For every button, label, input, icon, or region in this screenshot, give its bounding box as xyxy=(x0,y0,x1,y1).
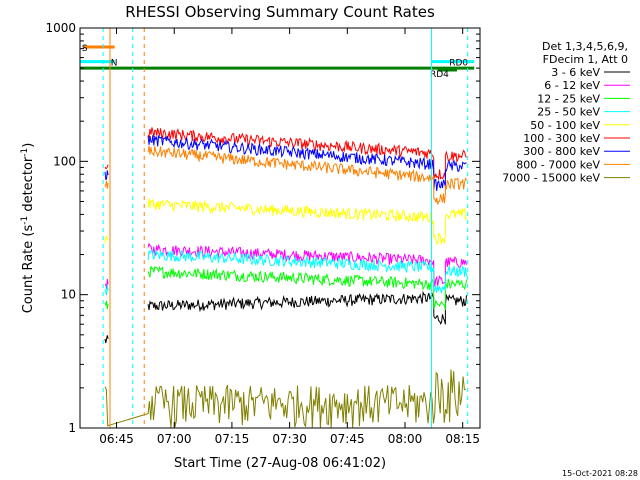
axes: 06:45 07:00 07:15 07:30 07:45 08:00 08:15 1 10 10… xyxy=(45,21,481,446)
series-line xyxy=(104,369,466,428)
rd4-label: RD4 xyxy=(430,70,449,80)
series-line xyxy=(147,145,467,205)
legend-label: 50 - 100 keV xyxy=(530,119,600,132)
series-line xyxy=(147,198,467,246)
series-line xyxy=(147,248,468,294)
series-line-pre xyxy=(104,170,109,181)
series-300-800-kev xyxy=(104,135,467,192)
legend-header-1: Det 1,3,4,5,6,9, xyxy=(542,40,628,53)
legend: Det 1,3,4,5,6,9,FDecim 1, Att 03 - 6 keV… xyxy=(502,40,630,185)
y-tick-label: 1000 xyxy=(45,21,76,35)
x-tick-label: 07:00 xyxy=(157,432,192,446)
x-tick-label: 06:45 xyxy=(99,432,134,446)
series-100-300-kev xyxy=(104,127,467,181)
timestamp: 15-Oct-2021 08:28 xyxy=(562,469,638,478)
x-tick-label: 08:15 xyxy=(445,432,480,446)
legend-label: 25 - 50 keV xyxy=(537,106,600,119)
series-3-6-kev xyxy=(104,290,468,344)
legend-label: 7000 - 15000 keV xyxy=(502,172,600,185)
series-line xyxy=(147,265,468,310)
series-line-pre xyxy=(104,164,109,169)
y-axis-label: Count Rate (s-1 detector-1) xyxy=(20,143,36,314)
legend-label: 6 - 12 keV xyxy=(544,79,600,92)
legend-label: 12 - 25 keV xyxy=(537,92,600,105)
y-axis-label-main: Count Rate (s xyxy=(21,225,36,314)
saa-label: S xyxy=(82,44,88,54)
y-tick-label: 10 xyxy=(61,288,76,302)
series-line-pre xyxy=(104,300,109,310)
y-axis-label-end: ) xyxy=(21,143,36,148)
plot-area xyxy=(104,127,468,428)
x-tick-label: 07:30 xyxy=(272,432,307,446)
y-axis-label-sup1: -1 xyxy=(20,216,30,225)
series-50-100-kev xyxy=(104,198,467,246)
plot-frame xyxy=(79,27,481,429)
y-tick-label: 1 xyxy=(68,421,76,435)
series-7000-15000-kev xyxy=(104,369,466,428)
legend-label: 800 - 7000 keV xyxy=(516,158,600,171)
y-axis-label-mid: detector xyxy=(21,156,36,216)
legend-label: 100 - 300 keV xyxy=(523,132,600,145)
series-line-pre xyxy=(104,235,109,244)
x-tick-label: 07:15 xyxy=(215,432,250,446)
series-line-pre xyxy=(104,335,109,344)
x-axis-label: Start Time (27-Aug-08 06:41:02) xyxy=(174,456,386,471)
series-line xyxy=(147,127,467,181)
y-axis-label-sup2: -1 xyxy=(20,148,30,157)
rd0-label: RD0 xyxy=(449,59,468,69)
series-800-7000-kev xyxy=(104,145,467,205)
x-tick-label: 07:45 xyxy=(330,432,365,446)
chart-title: RHESSI Observing Summary Count Rates xyxy=(125,3,435,21)
series-line-pre xyxy=(104,180,109,189)
x-tick-label: 08:00 xyxy=(388,432,423,446)
series-25-50-kev xyxy=(104,248,468,296)
night-label: N xyxy=(111,59,118,69)
series-line-pre xyxy=(104,284,109,296)
series-line xyxy=(147,242,468,287)
legend-label: 3 - 6 keV xyxy=(551,66,600,79)
series-line xyxy=(147,290,468,325)
legend-header-2: FDecim 1, Att 0 xyxy=(543,53,628,66)
legend-label: 300 - 800 keV xyxy=(523,145,600,158)
series-12-25-kev xyxy=(104,265,468,310)
series-line xyxy=(147,135,467,192)
y-tick-label: 100 xyxy=(53,154,76,168)
